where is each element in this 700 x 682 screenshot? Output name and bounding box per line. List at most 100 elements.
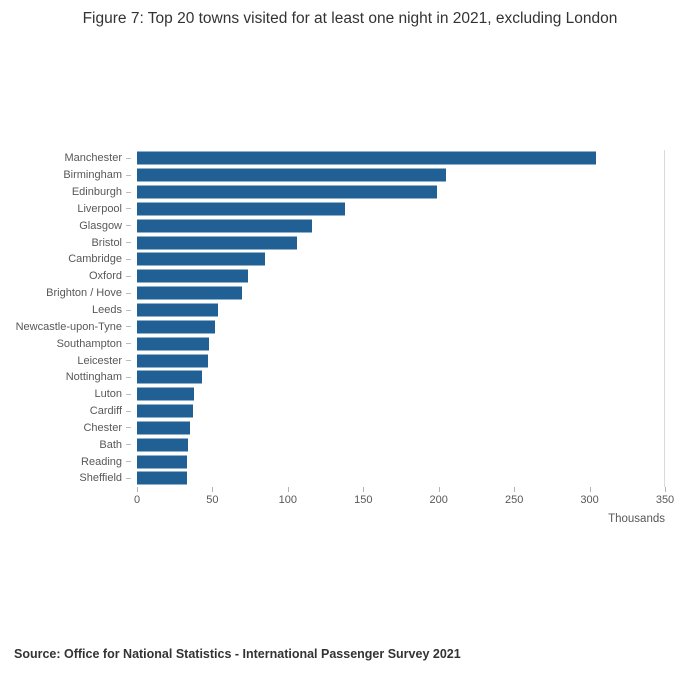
- category-label: Southampton: [56, 337, 122, 350]
- category-label: Glasgow: [79, 219, 122, 232]
- bar-row: Bristol: [10, 234, 665, 252]
- y-tick: [126, 393, 131, 395]
- category-label: Oxford: [88, 270, 122, 283]
- bar: [137, 202, 345, 216]
- y-tick: [126, 444, 131, 446]
- x-tick-label: 100: [278, 493, 298, 506]
- bar-row: Liverpool: [10, 200, 665, 218]
- bar-track: [137, 352, 665, 369]
- bar-row: Brighton / Hove: [10, 284, 665, 302]
- bar: [137, 370, 202, 384]
- bar-row: Manchester: [10, 150, 665, 167]
- bar-track: [137, 368, 665, 386]
- bar-track: [137, 150, 665, 167]
- bar: [137, 320, 216, 334]
- bar-row: Luton: [10, 385, 665, 403]
- category-label: Nottingham: [65, 371, 122, 384]
- category-label: Newcastle-upon-Tyne: [15, 320, 122, 333]
- category-label: Manchester: [64, 152, 122, 165]
- bar-row: Newcastle-upon-Tyne: [10, 318, 665, 336]
- y-tick: [126, 292, 131, 294]
- bar: [137, 185, 437, 199]
- bar-row: Cardiff: [10, 402, 665, 420]
- y-tick: [126, 477, 131, 479]
- x-tick: [287, 486, 289, 492]
- category-label: Brighton / Hove: [46, 287, 122, 300]
- category-label: Cambridge: [68, 253, 122, 266]
- x-axis-title: Thousands: [608, 512, 665, 525]
- bar: [137, 151, 597, 165]
- y-tick: [126, 174, 131, 176]
- bar-track: [137, 267, 665, 285]
- bar-track: [137, 200, 665, 218]
- y-tick: [126, 191, 131, 193]
- bar-track: [137, 284, 665, 302]
- x-tick-label: 250: [504, 493, 524, 506]
- y-tick: [126, 225, 131, 227]
- y-tick: [126, 309, 131, 311]
- bar-row: Cambridge: [10, 251, 665, 268]
- bar: [137, 269, 249, 283]
- bar-track: [137, 234, 665, 252]
- bar-row: Nottingham: [10, 368, 665, 386]
- x-tick: [665, 486, 666, 492]
- bar-row: Glasgow: [10, 217, 665, 235]
- y-tick: [126, 427, 131, 429]
- x-tick-label: 350: [655, 493, 675, 506]
- y-tick: [126, 326, 131, 328]
- bar-track: [137, 251, 665, 268]
- bar: [137, 219, 312, 233]
- y-tick: [126, 461, 131, 463]
- bar-track: [137, 183, 665, 201]
- bar: [137, 286, 243, 300]
- x-tick-label: 50: [206, 493, 219, 506]
- chart-title: Figure 7: Top 20 towns visited for at le…: [82, 10, 618, 27]
- bar-track: [137, 318, 665, 336]
- bar-track: [137, 385, 665, 403]
- x-tick-label: 150: [354, 493, 373, 506]
- x-tick: [438, 486, 440, 492]
- x-axis: 0 50 100 150 200 250 300 350: [133, 486, 674, 511]
- plot-rows: Manchester Birmingham Edinburgh Liverpool Gl…: [10, 150, 665, 487]
- x-tick-label: 0: [133, 493, 141, 506]
- bar: [137, 404, 193, 418]
- bar-row: Chester: [10, 419, 665, 437]
- bar: [137, 455, 187, 469]
- category-label: Luton: [94, 388, 122, 401]
- category-label: Liverpool: [77, 202, 122, 215]
- source-note: Source: Office for National Statistics -…: [14, 647, 461, 661]
- category-label: Edinburgh: [71, 186, 122, 199]
- x-tick: [589, 486, 591, 492]
- bar-row: Birmingham: [10, 166, 665, 184]
- y-tick: [126, 157, 131, 159]
- y-tick: [126, 258, 131, 260]
- bar-row: Leicester: [10, 352, 665, 369]
- bar: [137, 354, 208, 368]
- bar-row: Leeds: [10, 301, 665, 319]
- bar-row: Oxford: [10, 267, 665, 285]
- y-tick: [126, 242, 131, 244]
- y-tick: [126, 208, 131, 210]
- bar-track: [137, 402, 665, 420]
- bar: [137, 168, 446, 182]
- y-tick: [126, 376, 131, 378]
- bar-track: [137, 453, 665, 471]
- bar-track: [137, 166, 665, 184]
- category-label: Bath: [99, 438, 122, 451]
- y-tick: [126, 343, 131, 345]
- bar-track: [137, 436, 665, 454]
- x-tick: [363, 486, 365, 492]
- bar: [137, 252, 265, 266]
- bar: [137, 471, 187, 485]
- category-label: Sheffield: [79, 472, 122, 485]
- bar: [137, 236, 297, 250]
- bar-track: [137, 217, 665, 235]
- bar-row: Sheffield: [10, 470, 665, 487]
- bar-row: Southampton: [10, 335, 665, 353]
- bar-row: Edinburgh: [10, 183, 665, 201]
- y-tick: [126, 410, 131, 412]
- bar-track: [137, 470, 665, 487]
- x-tick: [212, 486, 214, 492]
- category-label: Birmingham: [63, 169, 122, 182]
- bar: [137, 438, 189, 452]
